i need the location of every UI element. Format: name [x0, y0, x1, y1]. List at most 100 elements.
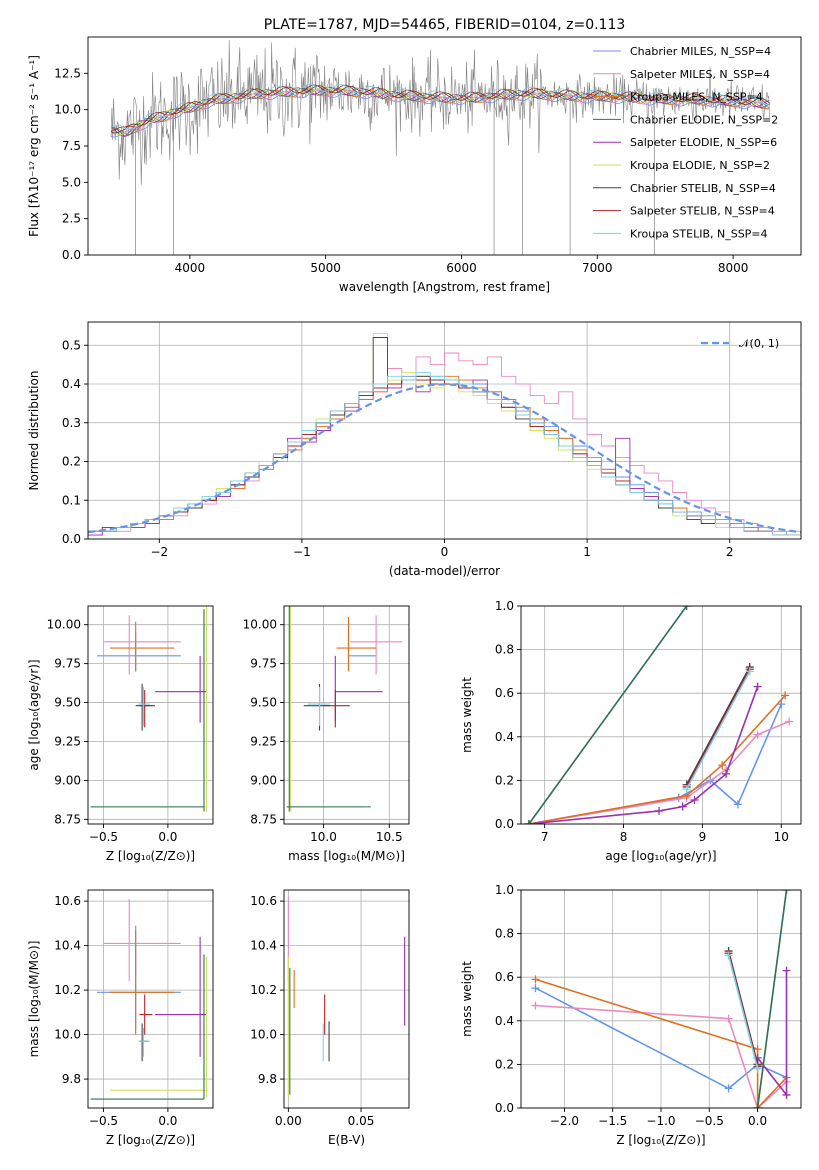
grid [521, 605, 801, 825]
x-tick-label: 0.05 [348, 1114, 375, 1128]
y-tick-label: 1.0 [495, 883, 514, 897]
y-tick-label: 10.0 [54, 103, 81, 117]
weight-marker [777, 700, 786, 709]
x-tick-label: −0.5 [89, 830, 118, 844]
x-tick-label: 7000 [582, 261, 613, 275]
x-axis-label: Z [log₁₀(Z/Z⊙)] [616, 1133, 705, 1147]
y-tick-label: 0.4 [62, 377, 81, 391]
y-tick-label: 8.75 [54, 812, 81, 826]
errorbar-point [323, 690, 350, 728]
y-tick-label: 0.0 [62, 248, 81, 262]
y-tick-label: 9.25 [250, 734, 277, 748]
y-tick-label: 9.25 [54, 734, 81, 748]
age-vs-metallicity-panel: −0.5 0.0 8.75 9.00 9.25 9.50 9.75 10.00 Z [log₁₀… [27, 605, 214, 863]
weight-line [685, 671, 751, 790]
x-tick-label: 9 [699, 830, 707, 844]
errorbar-point [155, 655, 207, 723]
x-tick-label: 8 [620, 830, 628, 844]
y-tick-label: 0.8 [495, 643, 514, 657]
x-tick-label: 0.0 [158, 830, 177, 844]
weight-marker [753, 1104, 762, 1108]
y-tick-label: 9.8 [258, 1072, 277, 1086]
weight-line [535, 978, 788, 1108]
x-tick-label: 8000 [718, 261, 749, 275]
weight-marker [531, 984, 540, 993]
y-tick-label: 9.00 [54, 773, 81, 787]
y-tick-label: 12.5 [54, 66, 81, 80]
errorbar-point [138, 686, 150, 726]
grid [88, 890, 213, 1108]
x-tick-label: −1 [293, 545, 311, 559]
errorbar-point [109, 621, 175, 672]
y-tick-label: 9.75 [250, 657, 277, 671]
weight-line [528, 703, 783, 824]
weight-marker [753, 1045, 762, 1054]
x-tick-label: 0.00 [275, 1114, 302, 1128]
y-tick-label: 9.50 [250, 696, 277, 710]
residual-histogram-panel: 𝒩(0, 1) −2 −1 0 1 2 0.0 0.1 0.2 0.3 0.4 0.5 (data-mo… [27, 321, 802, 578]
y-tick-label: 0.5 [62, 338, 81, 352]
weight-line [528, 606, 688, 824]
y-tick-label: 9.8 [62, 1072, 81, 1086]
y-tick-label: 5.0 [62, 175, 81, 189]
weight-line [535, 987, 787, 1090]
errorbar-point [155, 936, 207, 1057]
legend-label: Chabrier MILES, N_SSP=4 [630, 45, 771, 58]
weight-marker [724, 951, 733, 960]
x-tick-label: 10.0 [310, 830, 337, 844]
weight-line [685, 668, 751, 788]
legend-label: Kroupa ELODIE, N_SSP=2 [630, 159, 770, 172]
errorbar-point [307, 686, 331, 726]
x-tick-label: 4000 [175, 261, 206, 275]
model-spectrum-line [110, 83, 770, 130]
y-axis-label: age [log₁₀(age/yr)] [27, 659, 41, 770]
legend-label: Chabrier STELIB, N_SSP=4 [630, 182, 776, 195]
x-tick-label: 7 [541, 830, 549, 844]
errorbar-point [139, 994, 153, 1035]
grid [88, 606, 213, 824]
axes-frame [283, 889, 410, 1109]
legend-label: Salpeter STELIB, N_SSP=4 [630, 205, 775, 218]
age-vs-mass-panel: 10.0 10.5 8.75 9.00 9.25 9.50 9.75 10.00 mass [l… [243, 605, 410, 863]
y-tick-label: 0.2 [495, 1057, 514, 1071]
legend-label: Salpeter ELODIE, N_SSP=6 [630, 136, 777, 149]
x-tick-label: −0.5 [89, 1114, 118, 1128]
weight-marker [753, 1064, 762, 1073]
weight-marker [782, 966, 791, 975]
errorbar-point [109, 956, 208, 1097]
weight-line [535, 1004, 788, 1108]
weight-marker [753, 730, 762, 739]
errorbar-point [347, 632, 377, 672]
axes-frame [520, 605, 802, 825]
weight-line [756, 890, 788, 1108]
weight-line [528, 686, 759, 824]
errorbar-point [139, 690, 153, 728]
y-tick-label: 0.2 [495, 773, 514, 787]
x-tick-label: −1.5 [598, 1114, 627, 1128]
y-axis-label: mass weight [460, 677, 474, 753]
axes-frame [87, 889, 214, 1109]
x-tick-label: 2 [726, 545, 734, 559]
x-axis-label: age [log₁₀(age/yr)] [605, 849, 716, 863]
x-axis-label: Z [log₁₀(Z/Z⊙)] [106, 1133, 195, 1147]
mass-vs-metallicity-panel: −0.5 0.0 9.8 10.0 10.2 10.4 10.6 Z [log₁₀(Z/Z⊙)… [27, 889, 214, 1147]
y-tick-label: 1.0 [495, 599, 514, 613]
normal-curve-line [88, 383, 801, 534]
y-tick-label: 0.0 [62, 532, 81, 546]
errorbar-point [103, 898, 181, 982]
errorbar-point [286, 606, 371, 812]
legend: 𝒩(0, 1) [701, 337, 779, 350]
errorbar-point [303, 683, 331, 731]
errorbar-point [90, 609, 205, 812]
y-tick-label: 10.4 [250, 939, 277, 953]
weight-marker [722, 769, 731, 778]
y-axis-label: mass [log₁₀(M/M⊙)] [27, 941, 41, 1058]
y-tick-label: 10.4 [54, 939, 81, 953]
y-tick-label: 10.00 [243, 618, 277, 632]
weight-marker [718, 761, 727, 770]
x-tick-label: −1.0 [646, 1114, 675, 1128]
y-tick-label: 0.8 [495, 927, 514, 941]
plot-area [90, 606, 208, 812]
y-tick-label: 9.75 [54, 657, 81, 671]
errorbar-point [103, 615, 181, 675]
